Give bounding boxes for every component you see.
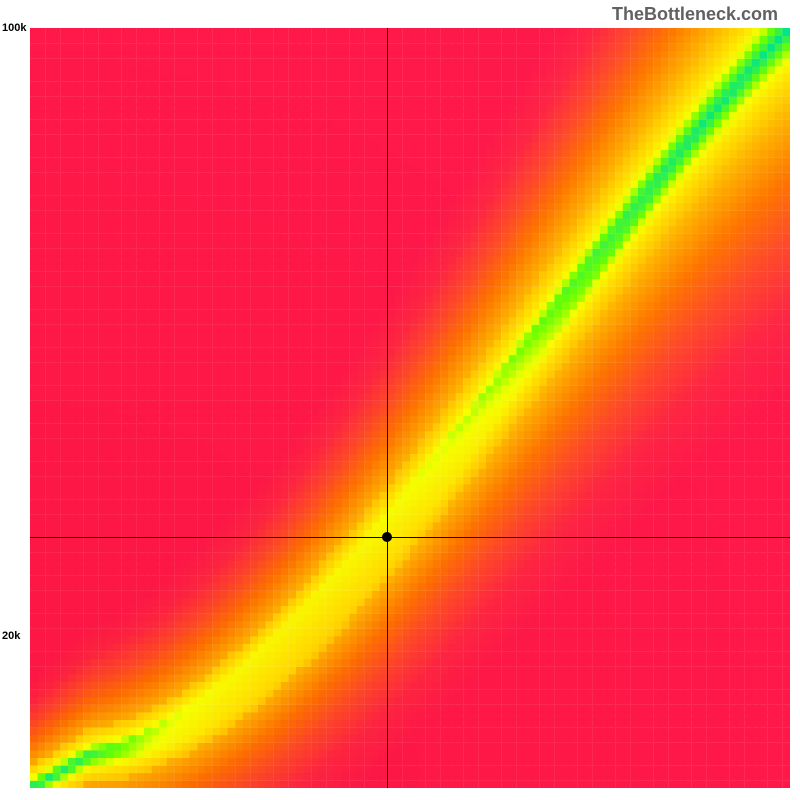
selected-point-marker (382, 532, 392, 542)
y-tick-label-20k: 20k (2, 630, 20, 642)
watermark-text: TheBottleneck.com (612, 4, 778, 25)
crosshair-vertical (387, 28, 388, 788)
crosshair-horizontal (30, 537, 790, 538)
y-tick-label-100k: 100k (2, 22, 26, 34)
bottleneck-heatmap (30, 28, 790, 788)
heatmap-canvas (30, 28, 790, 788)
